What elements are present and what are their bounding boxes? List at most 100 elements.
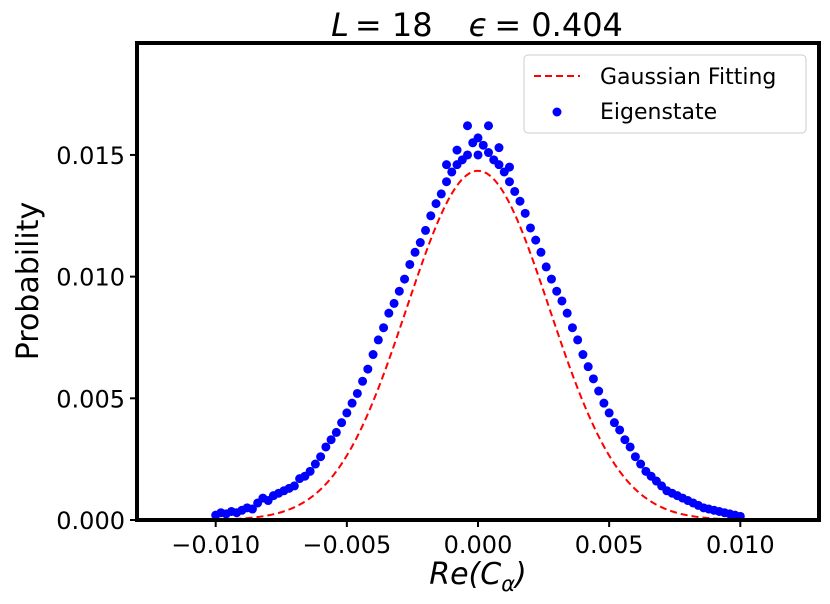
- eigenstate-point: [436, 189, 446, 199]
- eigenstate-point: [578, 350, 588, 360]
- chart-title: L = 18 ϵ = 0.404: [331, 6, 623, 44]
- plot-frame: [135, 41, 821, 522]
- y-tick-label: 0.005: [56, 385, 125, 413]
- eigenstate-point: [510, 186, 520, 196]
- eigenstate-point: [384, 308, 394, 318]
- eigenstate-point: [316, 452, 326, 462]
- x-tick-label: −0.010: [171, 531, 260, 559]
- x-tick-label: 0.005: [575, 531, 644, 559]
- eigenstate-point: [573, 335, 583, 345]
- eigenstate-point: [494, 160, 504, 170]
- eigenstate-point: [473, 133, 483, 143]
- x-label-suffix: ): [513, 557, 527, 592]
- eigenstate-point: [504, 177, 514, 187]
- eigenstate-point: [604, 408, 614, 418]
- eigenstate-point: [326, 435, 336, 445]
- eigenstate-point: [247, 504, 257, 514]
- y-tick-label: 0.010: [56, 264, 125, 292]
- eigenstate-point: [389, 298, 399, 308]
- title-l-symbol: L: [331, 6, 349, 44]
- eigenstate-point: [431, 199, 441, 209]
- eigenstate-point: [452, 145, 462, 155]
- y-axis-label: Probability: [11, 202, 46, 361]
- y-tick-label: 0.000: [56, 507, 125, 535]
- x-tick-label: −0.005: [302, 531, 391, 559]
- eigenstate-point: [504, 162, 514, 172]
- gaussian-fit-line: [223, 169, 736, 520]
- y-tick-label: 0.015: [56, 142, 125, 170]
- eigenstate-point: [594, 386, 604, 396]
- eigenstate-point: [463, 121, 473, 131]
- eigenstate-point: [615, 425, 625, 435]
- eigenstate-point: [358, 376, 368, 386]
- eigenstate-point: [442, 177, 452, 187]
- eigenstate-point: [583, 362, 593, 372]
- legend: Gaussian Fitting Eigenstate: [523, 54, 807, 134]
- eigenstate-point: [405, 259, 415, 269]
- eigenstate-point: [636, 459, 646, 469]
- legend-box: [523, 54, 807, 134]
- eigenstate-point: [368, 350, 378, 360]
- eigenstate-point: [379, 323, 389, 333]
- eigenstate-point: [421, 225, 431, 235]
- eigenstate-point: [331, 427, 341, 437]
- eigenstate-point: [352, 388, 362, 398]
- eigenstate-point: [426, 211, 436, 221]
- eigenstate-point: [536, 247, 546, 257]
- eigenstate-point: [415, 238, 425, 248]
- eigenstate-point: [625, 442, 635, 452]
- eigenstate-point: [599, 398, 609, 408]
- eigenstate-points: [211, 121, 745, 520]
- eigenstate-point: [478, 140, 488, 150]
- eigenstate-point: [310, 459, 320, 469]
- legend-eigenstate-label: Eigenstate: [600, 100, 717, 125]
- eigenstate-point: [473, 150, 483, 160]
- eigenstate-point: [373, 335, 383, 345]
- eigenstate-point: [363, 364, 373, 374]
- eigenstate-point: [305, 466, 315, 476]
- eigenstate-point: [557, 296, 567, 306]
- eigenstate-point: [400, 274, 410, 284]
- x-label-prefix: Re(C: [429, 557, 501, 592]
- eigenstate-point: [347, 398, 357, 408]
- eigenstate-point: [546, 274, 556, 284]
- eigenstate-point: [630, 452, 640, 462]
- eigenstate-point: [620, 435, 630, 445]
- legend-gaussian-label: Gaussian Fitting: [600, 65, 776, 90]
- title-l-value: = 18: [355, 6, 433, 44]
- eigenstate-point: [520, 208, 530, 218]
- eigenstate-point: [567, 323, 577, 333]
- x-axis-label: Re(Cα): [429, 557, 527, 596]
- plot-area: [211, 121, 745, 520]
- eigenstate-point: [588, 374, 598, 384]
- gaussian-fit-layer: [223, 169, 736, 520]
- eigenstate-point: [321, 442, 331, 452]
- x-tick-label: 0.010: [706, 531, 775, 559]
- eigenstate-point: [552, 286, 562, 296]
- x-tick-label: 0.000: [444, 531, 513, 559]
- eigenstate-point: [494, 143, 504, 153]
- legend-eigenstate-swatch: [552, 107, 562, 117]
- eigenstate-point: [531, 235, 541, 245]
- eigenstate-point: [463, 150, 473, 160]
- eigenstate-point: [483, 121, 493, 131]
- axis-ticks: −0.010 −0.005 0.000 0.005 0.010 0.000 0.005 0.0…: [56, 142, 774, 559]
- eigenstate-point: [515, 196, 525, 206]
- eigenstate-point: [609, 418, 619, 428]
- eigenstate-point: [447, 167, 457, 177]
- eigenstate-point: [541, 262, 551, 272]
- eigenstate-point: [525, 223, 535, 233]
- eigenstate-point: [410, 247, 420, 257]
- eigenstate-point: [289, 481, 299, 491]
- eigenstate-point: [442, 160, 452, 170]
- eigenstate-point: [337, 418, 347, 428]
- title-eps-symbol: ϵ: [469, 6, 489, 44]
- eigenstate-point: [562, 308, 572, 318]
- x-label-subscript: α: [501, 572, 515, 596]
- eigenstate-point: [394, 286, 404, 296]
- title-eps-value: = 0.404: [494, 6, 623, 44]
- eigenstate-point: [342, 408, 352, 418]
- eigenstate-point: [735, 511, 745, 520]
- eigenstate-point: [483, 148, 493, 158]
